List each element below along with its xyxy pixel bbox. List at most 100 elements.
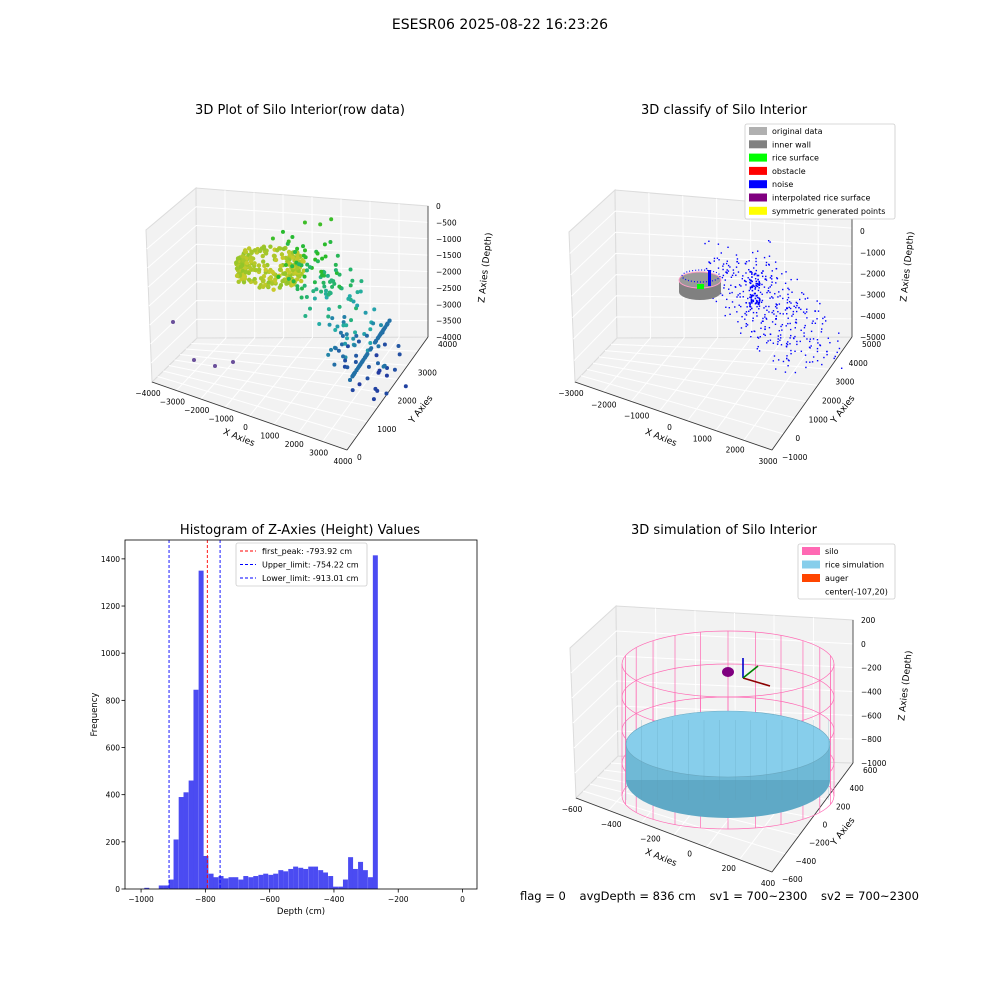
y-axis-line bbox=[771, 336, 853, 451]
grid-line bbox=[224, 194, 285, 408]
noise-point bbox=[816, 350, 819, 353]
noise-point bbox=[757, 274, 760, 277]
data-point bbox=[341, 354, 346, 359]
noise-point bbox=[766, 291, 768, 294]
data-point bbox=[319, 273, 324, 278]
noise-point bbox=[809, 361, 811, 363]
plot-frame bbox=[124, 539, 478, 890]
noise-point bbox=[833, 357, 835, 360]
noise-point bbox=[769, 297, 771, 299]
data-point bbox=[348, 377, 353, 382]
data-point bbox=[378, 332, 383, 337]
noise-point bbox=[792, 313, 794, 315]
noise-point bbox=[787, 317, 789, 319]
noise-point bbox=[712, 297, 714, 300]
data-point bbox=[326, 352, 331, 357]
data-point bbox=[299, 278, 304, 284]
noise-point bbox=[790, 352, 792, 355]
noise-point bbox=[734, 306, 736, 308]
data-point bbox=[301, 253, 306, 258]
data-point bbox=[261, 245, 267, 250]
noise-point bbox=[769, 241, 771, 243]
y-tick-label: 1000 bbox=[101, 649, 120, 658]
y-tick-label: 0 bbox=[115, 885, 120, 894]
histogram-bar bbox=[278, 870, 284, 889]
data-point bbox=[280, 229, 285, 234]
noise-point bbox=[763, 286, 766, 288]
noise-point bbox=[729, 266, 731, 268]
noise-point bbox=[754, 272, 756, 275]
classify-legend: original data inner wall rice surface obsta… bbox=[744, 123, 896, 220]
noise-point bbox=[761, 299, 764, 302]
legend-label: rice simulation bbox=[825, 561, 884, 570]
noise-point bbox=[756, 305, 758, 308]
legend-label: center(-107,20) bbox=[825, 588, 888, 597]
noise-point bbox=[770, 284, 773, 286]
y-tick-label: 1400 bbox=[101, 555, 120, 564]
simulation-legend: silo rice simulation auger center(-107,20) bbox=[797, 543, 896, 600]
noise-point bbox=[788, 288, 790, 291]
noise-point bbox=[754, 288, 757, 290]
data-point bbox=[338, 330, 343, 335]
noise-point bbox=[758, 298, 761, 300]
noise-point bbox=[821, 328, 823, 330]
noise-point bbox=[758, 303, 760, 306]
histogram-bar bbox=[233, 877, 239, 889]
x-tick-label: 3000 bbox=[309, 449, 328, 458]
noise-point bbox=[764, 316, 766, 318]
noise-point bbox=[729, 313, 731, 316]
noise-point bbox=[764, 328, 766, 330]
noise-point bbox=[744, 262, 747, 265]
noise-point bbox=[795, 310, 798, 313]
noise-point bbox=[800, 308, 802, 311]
noise-point bbox=[838, 347, 841, 350]
noise-point bbox=[736, 311, 738, 313]
data-point bbox=[248, 255, 253, 260]
noise-point bbox=[726, 298, 728, 301]
data-point bbox=[355, 303, 360, 308]
noise-point bbox=[792, 337, 795, 339]
noise-point bbox=[781, 323, 784, 326]
noise-point bbox=[704, 242, 706, 245]
legend-box bbox=[744, 123, 896, 220]
noise-point bbox=[765, 261, 768, 264]
z-tick-label: 0 bbox=[861, 640, 866, 649]
data-point bbox=[302, 274, 307, 279]
data-point bbox=[343, 341, 348, 346]
rice-surface-patch bbox=[697, 284, 704, 289]
data-point bbox=[329, 347, 334, 352]
noise-point bbox=[767, 287, 770, 289]
noise-point bbox=[727, 264, 730, 267]
noise-point bbox=[758, 305, 761, 307]
data-point bbox=[329, 217, 334, 222]
noise-point bbox=[731, 274, 734, 277]
data-point bbox=[382, 342, 387, 347]
data-point bbox=[385, 321, 390, 326]
noise-point bbox=[794, 371, 797, 374]
noise-point bbox=[784, 309, 787, 311]
data-point bbox=[326, 307, 331, 312]
noise-point bbox=[730, 284, 732, 287]
noise-point bbox=[751, 289, 754, 292]
noise-point bbox=[749, 286, 752, 289]
noise-point bbox=[755, 264, 758, 266]
grid-line bbox=[571, 252, 853, 297]
legend-label: interpolated rice surface bbox=[772, 194, 870, 203]
noise-point bbox=[732, 272, 735, 274]
z-tick-label: −3000 bbox=[436, 300, 462, 309]
noise-point bbox=[776, 277, 778, 279]
noise-point bbox=[765, 318, 768, 320]
data-point bbox=[368, 347, 373, 352]
grid-line bbox=[570, 231, 853, 276]
noise-point bbox=[722, 265, 724, 267]
z-tick-label: −1000 bbox=[860, 248, 886, 257]
noise-point bbox=[752, 320, 754, 322]
noise-point bbox=[765, 264, 768, 266]
noise-point bbox=[758, 282, 761, 285]
data-point bbox=[299, 295, 304, 300]
x-tick-label: −2000 bbox=[184, 406, 210, 415]
noise-point bbox=[795, 322, 798, 324]
raw-plot-title: 3D Plot of Silo Interior(row data) bbox=[195, 103, 405, 118]
noise-point bbox=[753, 267, 755, 269]
z-tick-label: −4000 bbox=[436, 333, 462, 342]
